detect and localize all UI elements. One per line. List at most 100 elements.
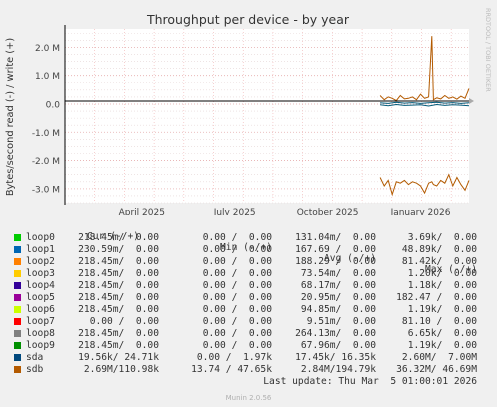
legend-min: 0.00 / 0.00 (202, 268, 272, 279)
legend-name: loop8 (26, 328, 55, 339)
legend-swatch (14, 354, 21, 361)
header-max: Max (-/+) (425, 264, 477, 275)
legend-name: loop6 (26, 304, 55, 315)
legend-max: 36.32M/ 46.69M (396, 364, 477, 375)
chart-title: Throughput per device - by year (146, 12, 350, 27)
x-tick-label: July 2025 (213, 208, 256, 215)
x-tick-label: April 2025 (119, 208, 165, 215)
plot-area (65, 29, 469, 203)
legend-avg: 188.29 / 0.00 (295, 256, 376, 267)
legend-avg: 73.54m/ 0.00 (300, 268, 376, 279)
legend-name: loop1 (26, 244, 55, 255)
header-min: Min (-/+) (220, 242, 272, 253)
legend-row: loop9 218.45m/ 0.00 0.00 / 0.00 67.96m/ 0.0… (0, 340, 497, 352)
legend-avg: 264.13m/ 0.00 (295, 328, 376, 339)
y-tick-label: 0.0 (46, 100, 61, 110)
x-axis: April 2025 July 2025 October 2025 January 2… (119, 208, 451, 215)
legend-row: loop3 218.45m/ 0.00 0.00 / 0.00 73.54m/ 0.0… (0, 268, 497, 280)
legend-min: 13.74 / 47.65k (191, 364, 272, 375)
legend-min: 0.00 / 0.00 (202, 304, 272, 315)
y-axis-label: Bytes/second read (-) / write (+) (5, 38, 16, 196)
series-layer (379, 36, 470, 197)
legend-avg: 9.51m/ 0.00 (306, 316, 376, 327)
series-sdb-read (379, 173, 470, 197)
legend-row: loop7 0.00 / 0.00 0.00 / 0.00 9.51m/ 0.00 81… (0, 316, 497, 328)
legend-swatch (14, 294, 21, 301)
legend-swatch (14, 270, 21, 277)
last-update: Last update: Thu Mar 5 01:00:01 2026 (263, 376, 477, 387)
legend-swatch (14, 234, 21, 241)
legend-avg: 131.04m/ 0.00 (295, 232, 376, 243)
legend-row: loop6 218.45m/ 0.00 0.00 / 0.00 94.85m/ 0.0… (0, 304, 497, 316)
legend-header: Cur (-/+) Min (-/+) Avg (-/+) Max (-/+) (0, 220, 497, 275)
y-tick-label: -3.0 M (32, 185, 60, 195)
legend-max: 48.89k/ 0.00 (401, 244, 477, 255)
legend-cur: 218.45m/ 0.00 (78, 304, 159, 315)
legend-name: sda (26, 352, 44, 363)
legend-row: loop8 218.45m/ 0.00 0.00 / 0.00 264.13m/ 0.… (0, 328, 497, 340)
legend-min: 0.00 / 0.00 (202, 232, 272, 243)
x-tick-label: October 2025 (297, 208, 359, 215)
legend-avg: 2.84M/194.79k (300, 364, 376, 375)
legend-cur: 218.45m/ 0.00 (78, 340, 159, 351)
legend-swatch (14, 282, 21, 289)
legend-name: loop2 (26, 256, 55, 267)
chart: 2.0 M 1.0 M 0.0 -1.0 M -2.0 M -3.0 M April 20… (5, 8, 492, 215)
legend-min: 0.00 / 0.00 (202, 316, 272, 327)
header-avg: Avg (-/+) (324, 253, 376, 264)
legend-name: sdb (26, 364, 44, 375)
legend-name: loop5 (26, 292, 55, 303)
legend-min: 0.00 / 0.00 (202, 328, 272, 339)
legend-row: loop0 218.45m/ 0.00 0.00 / 0.00 131.04m/ 0.… (0, 232, 497, 244)
legend-min: 0.00 / 0.00 (202, 280, 272, 291)
x-axis-arrow (469, 98, 474, 104)
legend-name: loop3 (26, 268, 55, 279)
legend-max: 3.69k/ 0.00 (407, 232, 477, 243)
y-tick-label: -1.0 M (32, 129, 60, 139)
legend-max: 1.19k/ 0.00 (407, 340, 477, 351)
legend-cur: 19.56k/ 24.71k (78, 352, 159, 363)
legend-max: 1.18k/ 0.00 (407, 280, 477, 291)
x-tick-label: January 2026 (390, 208, 451, 215)
legend-swatch (14, 330, 21, 337)
header-cur: Cur (-/+) (87, 231, 139, 242)
legend-avg: 167.69 / 0.00 (295, 244, 376, 255)
legend-cur: 218.45m/ 0.00 (78, 232, 159, 243)
legend-max: 81.10 / 0.00 (401, 316, 477, 327)
y-tick-label: -2.0 M (32, 157, 60, 167)
rrdtool-credit: RRDTOOL / TOBI OETIKER (484, 8, 492, 92)
legend-cur: 0.00 / 0.00 (89, 316, 159, 327)
legend-max: 6.65k/ 0.00 (407, 328, 477, 339)
legend-swatch (14, 318, 21, 325)
legend-cur: 218.45m/ 0.00 (78, 268, 159, 279)
legend-max: 2.60M/ 7.00M (401, 352, 477, 363)
legend-min: 0.00 / 0.00 (202, 244, 272, 255)
legend-row: loop1 230.59m/ 0.00 0.00 / 0.00 167.69 / 0.… (0, 244, 497, 256)
legend-row: loop4 218.45m/ 0.00 0.00 / 0.00 68.17m/ 0.0… (0, 280, 497, 292)
legend-cur: 218.45m/ 0.00 (78, 328, 159, 339)
series-sda-read (380, 103, 470, 107)
legend-max: 1.19k/ 0.00 (407, 304, 477, 315)
legend-row: sdb 2.69M/110.98k 13.74 / 47.65k 2.84M/194.… (0, 364, 497, 376)
y-tick-label: 1.0 M (35, 72, 60, 82)
y-axis: 2.0 M 1.0 M 0.0 -1.0 M -2.0 M -3.0 M (32, 44, 60, 195)
series-sda-write (380, 101, 470, 104)
legend-swatch (14, 342, 21, 349)
legend-swatch (14, 306, 21, 313)
legend-cur: 218.45m/ 0.00 (78, 256, 159, 267)
legend-max: 81.42k/ 0.00 (401, 256, 477, 267)
legend-min: 0.00 / 1.97k (196, 352, 272, 363)
legend-cur: 230.59m/ 0.00 (78, 244, 159, 255)
legend-name: loop7 (26, 316, 55, 327)
legend-avg: 20.95m/ 0.00 (300, 292, 376, 303)
legend-avg: 94.85m/ 0.00 (300, 304, 376, 315)
legend-cur: 218.45m/ 0.00 (78, 280, 159, 291)
series-sdb-write (379, 36, 470, 102)
legend-name: loop9 (26, 340, 55, 351)
legend-row: loop2 218.45m/ 0.00 0.00 / 0.00 188.29 / 0.… (0, 256, 497, 268)
munin-footer: Munin 2.0.56 (225, 394, 272, 402)
legend-name: loop0 (26, 232, 55, 243)
legend-cur: 218.45m/ 0.00 (78, 292, 159, 303)
legend-name: loop4 (26, 280, 55, 291)
legend-row: sda 19.56k/ 24.71k 0.00 / 1.97k 17.45k/ 16.… (0, 352, 497, 364)
